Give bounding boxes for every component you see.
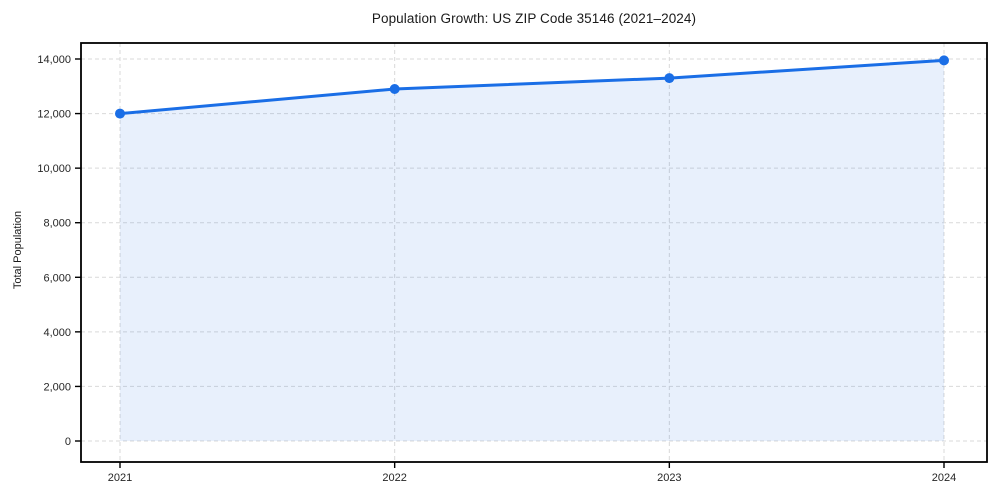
axis-ticks [75, 58, 945, 468]
y-tick-label: 0 [65, 436, 71, 448]
y-axis-tick-labels: 0 2,000 4,000 6,000 8,000 10,000 12,000 14,000 [37, 54, 71, 448]
y-tick-label: 2,000 [43, 381, 71, 393]
data-points [115, 55, 949, 119]
y-tick-label: 10,000 [37, 163, 71, 175]
x-tick-label: 2024 [932, 472, 956, 484]
y-tick-label: 6,000 [43, 272, 71, 284]
x-tick-label: 2021 [108, 472, 132, 484]
gridlines [81, 43, 987, 462]
y-tick-label: 14,000 [37, 54, 71, 66]
data-point-marker [115, 108, 125, 119]
data-point-marker [664, 73, 675, 84]
area-fill [120, 60, 944, 441]
x-tick-label: 2022 [382, 472, 406, 484]
series-line [118, 58, 946, 116]
y-tick-label: 8,000 [43, 218, 71, 230]
chart-title: Population Growth: US ZIP Code 35146 (20… [371, 11, 697, 26]
data-point-marker [389, 84, 400, 95]
data-point-marker [939, 55, 949, 66]
y-tick-label: 12,000 [37, 109, 71, 121]
x-axis-tick-labels: 2021 2022 2023 2024 [108, 472, 956, 484]
x-tick-label: 2023 [657, 472, 681, 484]
plot-border [80, 42, 988, 463]
y-tick-label: 4,000 [43, 327, 71, 339]
